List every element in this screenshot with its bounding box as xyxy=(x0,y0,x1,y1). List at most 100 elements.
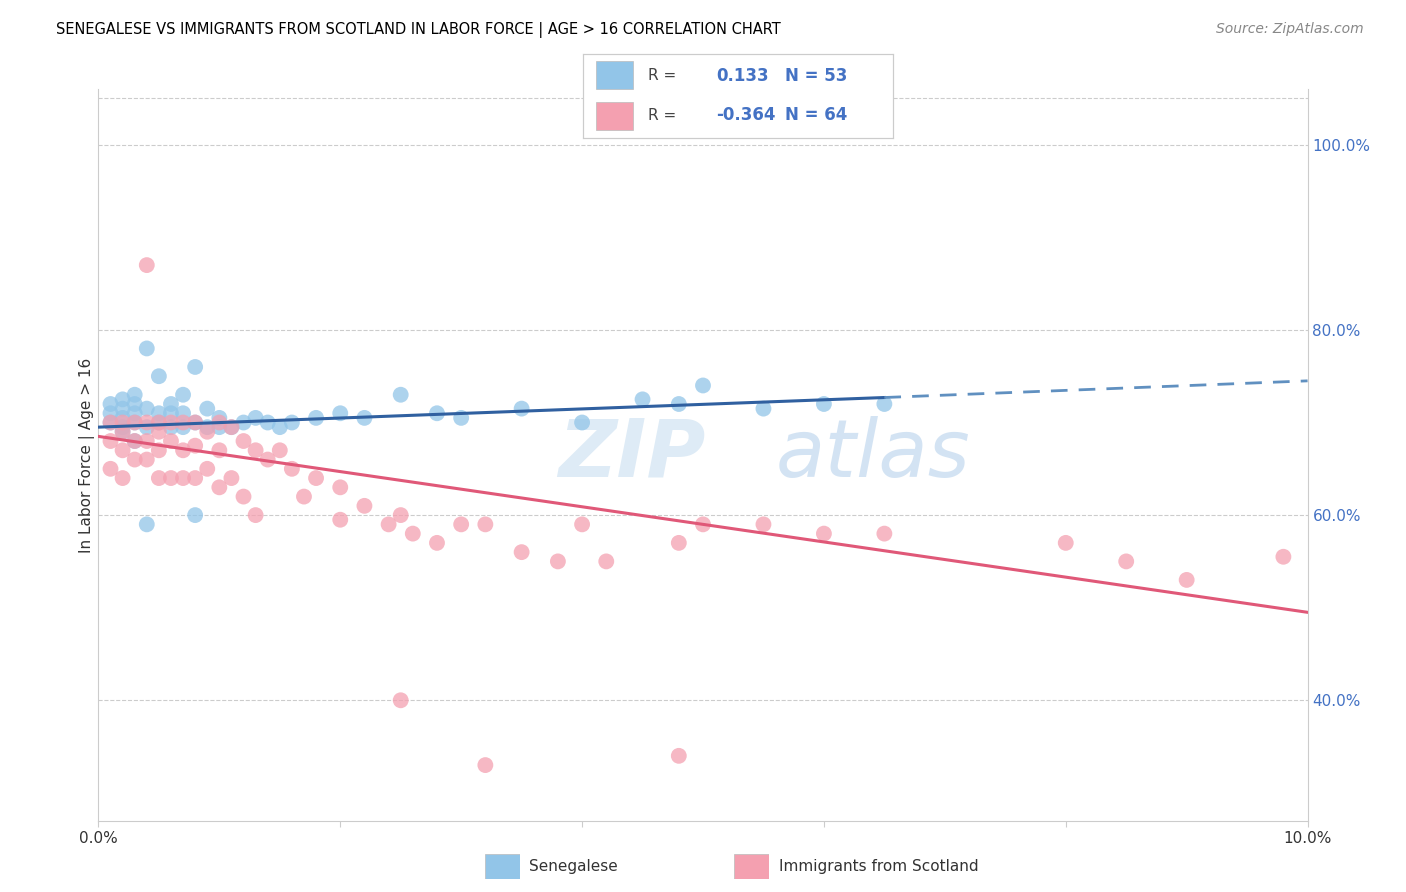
Point xyxy=(668,536,690,550)
Point xyxy=(148,369,170,384)
Point xyxy=(100,406,122,420)
Text: SENEGALESE VS IMMIGRANTS FROM SCOTLAND IN LABOR FORCE | AGE > 16 CORRELATION CHA: SENEGALESE VS IMMIGRANTS FROM SCOTLAND I… xyxy=(56,22,780,38)
Point xyxy=(281,462,304,476)
Point xyxy=(160,420,183,434)
Point xyxy=(221,471,243,485)
Point xyxy=(474,758,496,772)
Point xyxy=(269,420,291,434)
Point xyxy=(389,693,412,707)
Point xyxy=(100,416,122,430)
Point xyxy=(135,416,157,430)
Text: N = 64: N = 64 xyxy=(785,106,846,124)
Point xyxy=(426,536,449,550)
Point xyxy=(245,410,267,425)
Point xyxy=(172,388,194,402)
Text: ZIP: ZIP xyxy=(558,416,706,494)
Point xyxy=(135,401,157,416)
Point xyxy=(1272,549,1295,564)
Point xyxy=(353,499,375,513)
Point xyxy=(124,406,146,420)
Point xyxy=(111,425,134,439)
Text: N = 53: N = 53 xyxy=(785,67,846,85)
Point xyxy=(111,416,134,430)
Point xyxy=(752,517,775,532)
Point xyxy=(184,416,207,430)
Point xyxy=(184,508,207,522)
Point xyxy=(873,526,896,541)
Point xyxy=(232,490,254,504)
Point xyxy=(124,397,146,411)
Point xyxy=(172,420,194,434)
Point xyxy=(135,420,157,434)
Point xyxy=(111,471,134,485)
Y-axis label: In Labor Force | Age > 16: In Labor Force | Age > 16 xyxy=(79,358,96,552)
Point xyxy=(172,416,194,430)
Point xyxy=(184,471,207,485)
Point xyxy=(692,517,714,532)
FancyBboxPatch shape xyxy=(596,102,633,130)
Point xyxy=(873,397,896,411)
Point xyxy=(160,434,183,448)
Point xyxy=(160,471,183,485)
Point xyxy=(111,420,134,434)
Point xyxy=(232,416,254,430)
Point xyxy=(184,416,207,430)
Point xyxy=(172,406,194,420)
Point xyxy=(195,462,218,476)
Point xyxy=(208,416,231,430)
Point xyxy=(389,388,412,402)
Point xyxy=(510,545,533,559)
Point xyxy=(148,443,170,458)
Point xyxy=(160,406,183,420)
Point xyxy=(1115,554,1137,568)
Point xyxy=(595,554,617,568)
Text: Source: ZipAtlas.com: Source: ZipAtlas.com xyxy=(1216,22,1364,37)
Point xyxy=(208,480,231,494)
Point xyxy=(668,748,690,763)
Point xyxy=(631,392,654,407)
Point xyxy=(184,439,207,453)
Point xyxy=(160,397,183,411)
Text: -0.364: -0.364 xyxy=(717,106,776,124)
Point xyxy=(111,392,134,407)
Point xyxy=(571,416,593,430)
Point xyxy=(195,425,218,439)
Point xyxy=(269,443,291,458)
Point xyxy=(111,410,134,425)
Point xyxy=(256,452,278,467)
Point xyxy=(195,420,218,434)
Point xyxy=(245,508,267,522)
Point xyxy=(100,434,122,448)
Point xyxy=(124,434,146,448)
Point xyxy=(256,416,278,430)
Point xyxy=(377,517,399,532)
Point xyxy=(474,517,496,532)
Point xyxy=(329,513,352,527)
FancyBboxPatch shape xyxy=(485,854,520,879)
Point xyxy=(172,443,194,458)
Point xyxy=(353,410,375,425)
Point xyxy=(135,517,157,532)
Point xyxy=(124,434,146,448)
Point xyxy=(547,554,569,568)
Point xyxy=(148,425,170,439)
Point xyxy=(305,471,328,485)
Point xyxy=(571,517,593,532)
Point xyxy=(135,452,157,467)
Point xyxy=(305,410,328,425)
Point xyxy=(208,420,231,434)
Point xyxy=(111,401,134,416)
Point xyxy=(510,401,533,416)
Point xyxy=(426,406,449,420)
Point xyxy=(752,401,775,416)
Point xyxy=(124,388,146,402)
Point xyxy=(668,397,690,411)
Point xyxy=(402,526,425,541)
Point xyxy=(281,416,304,430)
Point xyxy=(208,410,231,425)
Point xyxy=(135,342,157,356)
Point xyxy=(692,378,714,392)
Point xyxy=(100,462,122,476)
Point xyxy=(100,397,122,411)
Point xyxy=(450,517,472,532)
